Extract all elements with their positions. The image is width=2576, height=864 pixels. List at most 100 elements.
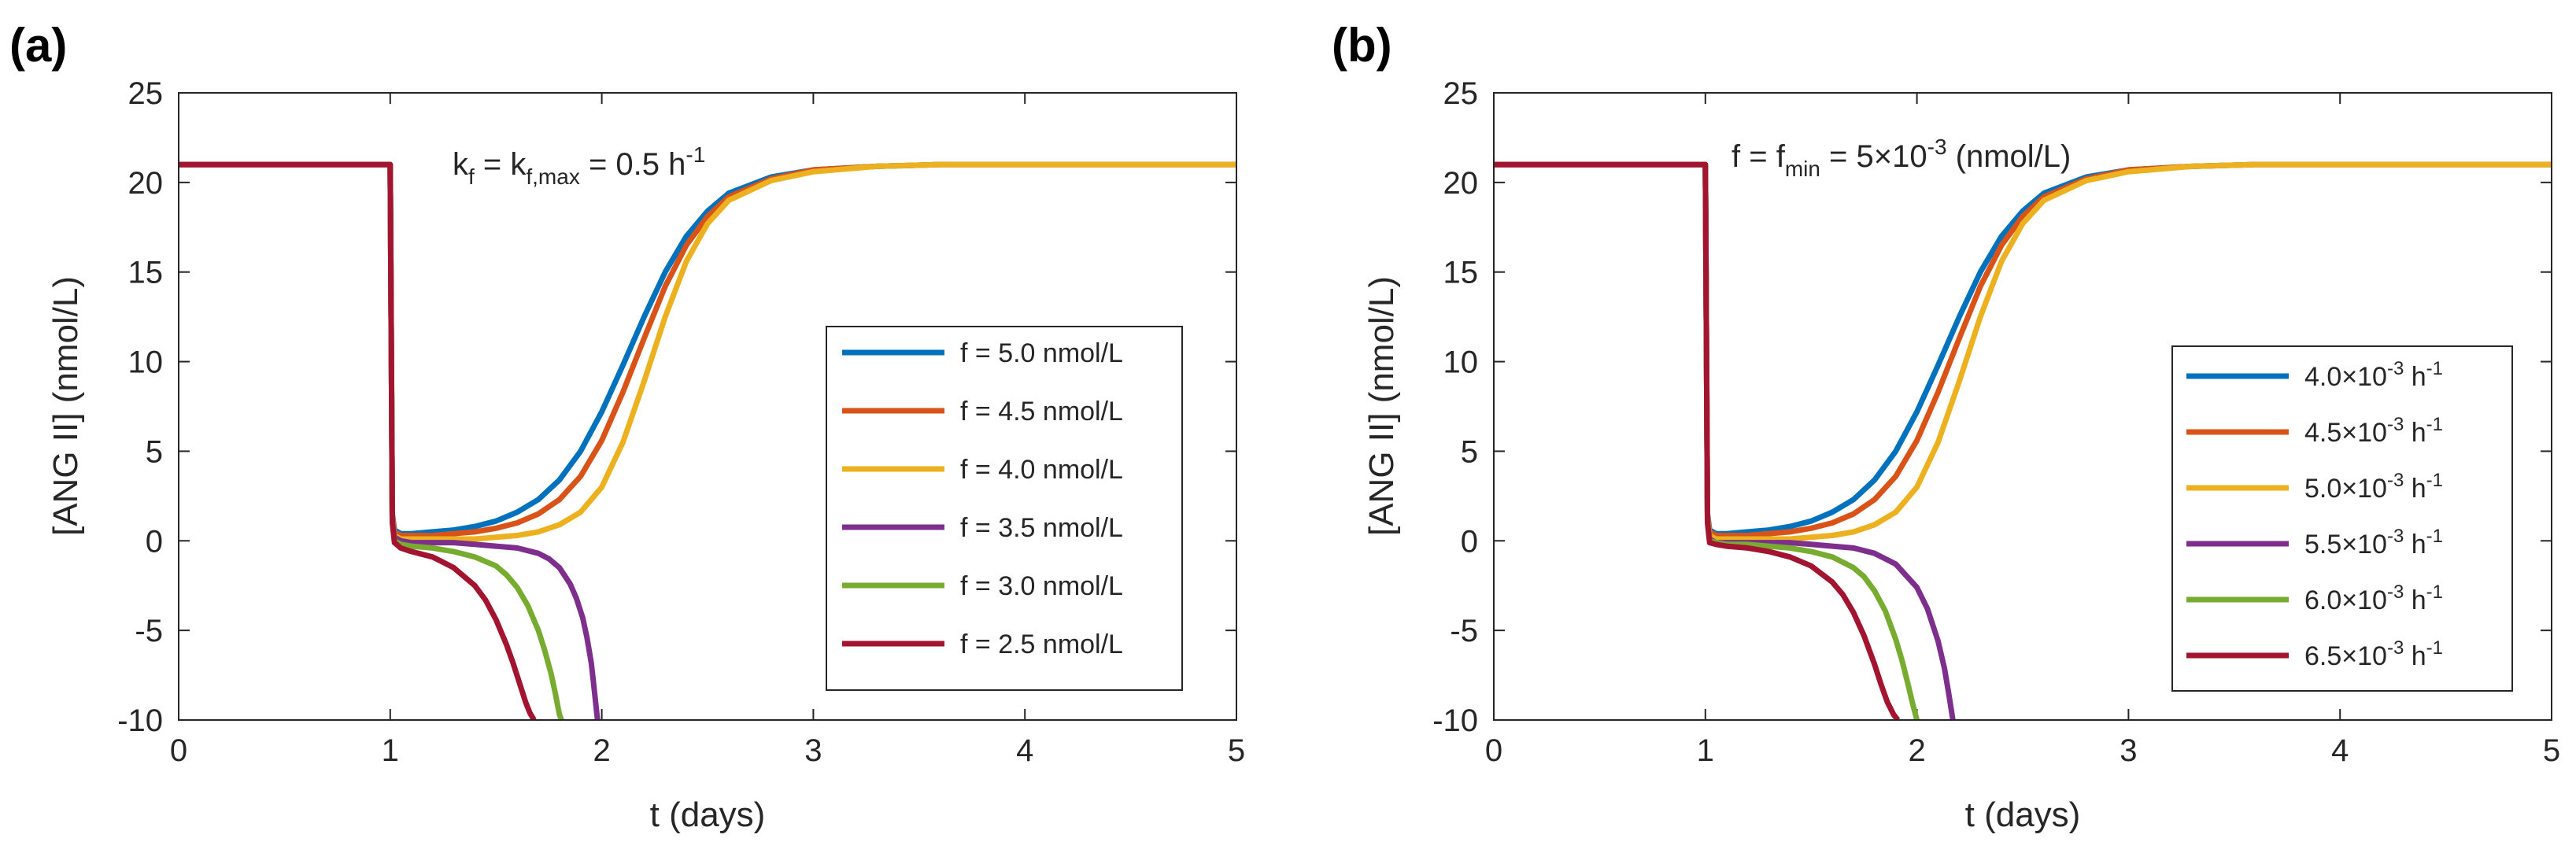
legend-label: f = 3.0 nmol/L bbox=[960, 571, 1123, 601]
panel-b-label: (b) bbox=[1332, 19, 1392, 72]
y-tick-label: 25 bbox=[1443, 76, 1479, 111]
x-tick-label: 1 bbox=[382, 733, 399, 768]
panel-b-ylabel: [ANG II] (nmol/L) bbox=[1362, 276, 1401, 536]
annotation-eq: = k bbox=[475, 147, 527, 182]
x-tick-label: 1 bbox=[1697, 733, 1714, 768]
legend-label: 4.0×10-3 h-1 bbox=[2304, 358, 2443, 392]
legend-unit-exponent: -1 bbox=[2426, 582, 2443, 603]
annotation-sub-fmax: f,max bbox=[526, 164, 579, 189]
panel-b-series bbox=[1494, 161, 2552, 720]
panel-b-plot: 0 1 2 3 4 5 25 20 15 10 5 0 -5 -10 bbox=[1432, 76, 2560, 768]
legend-mantissa: 6.5×10 bbox=[2304, 641, 2387, 671]
legend-mantissa: 5.5×10 bbox=[2304, 530, 2387, 559]
y-tick-label: 20 bbox=[1443, 166, 1479, 201]
legend-box bbox=[2171, 345, 2513, 692]
legend-label: f = 4.5 nmol/L bbox=[960, 397, 1123, 426]
legend-unit-exponent: -1 bbox=[2426, 637, 2443, 659]
panel-a-plot: 0 1 2 3 4 5 25 20 15 10 5 0 -5 -10 bbox=[117, 76, 1245, 768]
annotation-value: = 5×10 bbox=[1820, 139, 1927, 174]
y-tick-label: 10 bbox=[128, 345, 164, 380]
legend-label: f = 3.5 nmol/L bbox=[960, 513, 1123, 543]
y-tick-label: 15 bbox=[1443, 256, 1479, 290]
legend-label: 4.5×10-3 h-1 bbox=[2304, 414, 2443, 448]
x-tick-label: 2 bbox=[1908, 733, 1925, 768]
panel-a: (a) 0 1 2 3 4 5 25 20 15 10 5 0 -5 -10 t (days) [ANG … bbox=[9, 19, 1245, 834]
x-tick-label: 2 bbox=[593, 733, 610, 768]
x-tick-label: 4 bbox=[1016, 733, 1033, 768]
x-tick-label: 4 bbox=[2331, 733, 2349, 768]
legend-unit: h bbox=[2404, 474, 2426, 504]
legend-label: 5.5×10-3 h-1 bbox=[2304, 526, 2443, 559]
x-tick-label: 5 bbox=[1228, 733, 1245, 768]
panel-a-annotation: kf = kf,max = 0.5 h-1 bbox=[453, 142, 705, 189]
y-tick-label: 0 bbox=[1461, 524, 1478, 559]
x-tick-label: 0 bbox=[1485, 733, 1502, 768]
legend-exponent: -3 bbox=[2387, 637, 2404, 659]
x-tick-label: 5 bbox=[2543, 733, 2560, 768]
annotation-sup: -1 bbox=[686, 142, 705, 167]
series-line bbox=[1494, 161, 1901, 720]
y-tick-label: 20 bbox=[128, 166, 164, 201]
legend-label: f = 4.0 nmol/L bbox=[960, 455, 1123, 485]
panel-a-series bbox=[179, 161, 1236, 720]
legend-mantissa: 4.5×10 bbox=[2304, 418, 2387, 448]
annotation-units: (nmol/L) bbox=[1947, 139, 2072, 174]
legend-label: 6.0×10-3 h-1 bbox=[2304, 582, 2443, 615]
y-tick-label: -10 bbox=[117, 703, 163, 738]
panel-a-label: (a) bbox=[9, 19, 67, 72]
panel-b-annotation: f = fmin = 5×10-3 (nmol/L) bbox=[1732, 135, 2071, 181]
y-tick-label: -5 bbox=[1450, 614, 1478, 648]
series-line bbox=[1494, 161, 1956, 720]
legend-exponent: -3 bbox=[2387, 470, 2404, 491]
annotation-sub-f: f bbox=[468, 164, 475, 189]
legend-exponent: -3 bbox=[2387, 526, 2404, 547]
legend-exponent: -3 bbox=[2387, 414, 2404, 435]
panel-a-ylabel: [ANG II] (nmol/L) bbox=[46, 276, 85, 536]
legend-unit-exponent: -1 bbox=[2426, 526, 2443, 547]
y-tick-label: 5 bbox=[146, 434, 163, 469]
legend-unit: h bbox=[2404, 530, 2426, 559]
panel-b-legend: 4.0×10-3 h-14.5×10-3 h-15.0×10-3 h-15.5×… bbox=[2171, 345, 2513, 692]
annotation-sup: -3 bbox=[1927, 135, 1947, 159]
legend-entries: f = 5.0 nmol/L f = 4.5 nmol/L f = 4.0 nmol… bbox=[842, 338, 1123, 659]
series-line bbox=[1494, 161, 2552, 542]
annotation-value: = 0.5 h bbox=[580, 147, 686, 182]
legend-unit-exponent: -1 bbox=[2426, 470, 2443, 491]
y-tick-label: 10 bbox=[1443, 345, 1479, 380]
legend-unit: h bbox=[2404, 362, 2426, 392]
legend-unit: h bbox=[2404, 418, 2426, 448]
annotation-f: f = f bbox=[1732, 139, 1786, 174]
panel-b-xlabel: t (days) bbox=[1965, 796, 2081, 834]
panel-a-axes-box bbox=[178, 92, 1237, 721]
legend-unit: h bbox=[2404, 585, 2426, 615]
panel-a-legend: f = 5.0 nmol/L f = 4.5 nmol/L f = 4.0 nmol… bbox=[826, 326, 1183, 691]
panel-b-ticks: 0 1 2 3 4 5 25 20 15 10 5 0 -5 -10 bbox=[1432, 76, 2560, 768]
legend-label: 5.0×10-3 h-1 bbox=[2304, 470, 2443, 504]
panel-b: (b) 0 1 2 3 4 5 25 20 15 10 5 0 -5 -10 t (days) [ANG … bbox=[1332, 19, 2560, 834]
y-tick-label: 0 bbox=[146, 524, 163, 559]
legend-unit-exponent: -1 bbox=[2426, 414, 2443, 435]
x-tick-label: 0 bbox=[170, 733, 187, 768]
legend-unit-exponent: -1 bbox=[2426, 358, 2443, 379]
annotation-sub-min: min bbox=[1785, 157, 1820, 181]
legend-label: f = 2.5 nmol/L bbox=[960, 630, 1123, 659]
series-line bbox=[179, 161, 601, 720]
legend-label: 6.5×10-3 h-1 bbox=[2304, 637, 2443, 671]
legend-exponent: -3 bbox=[2387, 582, 2404, 603]
y-tick-label: -5 bbox=[135, 614, 163, 648]
legend-label: f = 5.0 nmol/L bbox=[960, 338, 1123, 368]
legend-box bbox=[826, 326, 1183, 691]
y-tick-label: 15 bbox=[128, 256, 164, 290]
y-tick-label: 25 bbox=[128, 76, 164, 111]
panel-a-xlabel: t (days) bbox=[650, 796, 766, 834]
legend-entries: 4.0×10-3 h-14.5×10-3 h-15.0×10-3 h-15.5×… bbox=[2186, 358, 2443, 671]
y-tick-label: 5 bbox=[1461, 434, 1478, 469]
x-tick-label: 3 bbox=[804, 733, 822, 768]
y-tick-label: -10 bbox=[1432, 703, 1478, 738]
legend-mantissa: 6.0×10 bbox=[2304, 585, 2387, 615]
annotation-k: k bbox=[453, 147, 469, 182]
x-tick-label: 3 bbox=[2120, 733, 2137, 768]
legend-mantissa: 4.0×10 bbox=[2304, 362, 2387, 392]
legend-exponent: -3 bbox=[2387, 358, 2404, 379]
